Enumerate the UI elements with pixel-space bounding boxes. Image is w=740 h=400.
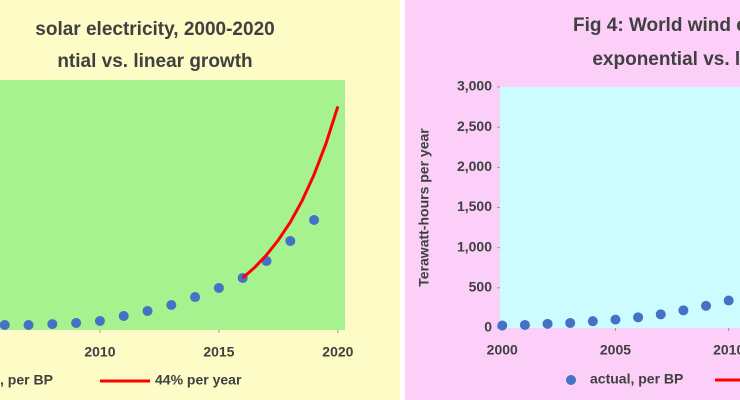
y-tick-label: 1,500 <box>457 198 492 214</box>
legend-label: actual, per BP <box>590 371 683 387</box>
x-tick-label: 2000 <box>487 342 518 358</box>
chart-title: solar electricity, 2000-2020 <box>35 19 274 40</box>
x-tick-label: 2010 <box>713 342 740 358</box>
data-point <box>23 320 34 330</box>
panel-gap <box>400 0 405 400</box>
x-tick-label: 2015 <box>203 344 234 360</box>
data-point <box>542 318 553 329</box>
y-tick-label: 0 <box>484 319 492 335</box>
y-tick-label: 1,000 <box>457 238 492 254</box>
x-tick-label: 2005 <box>600 342 631 358</box>
chart-title: exponential vs. line <box>592 49 740 70</box>
data-point <box>94 315 105 326</box>
left-plot-area <box>0 80 345 330</box>
data-point <box>47 319 58 330</box>
data-point <box>190 292 201 303</box>
right-plot-area <box>500 87 740 328</box>
data-point <box>118 310 129 321</box>
y-tick-label: 500 <box>469 279 493 295</box>
y-tick-label: 3,000 <box>457 78 492 94</box>
y-axis-title: Terawatt-hours per year <box>416 128 432 287</box>
legend-marker <box>566 375 576 385</box>
data-point <box>633 312 644 323</box>
data-point <box>519 319 530 330</box>
legend-label: 44% per year <box>155 372 242 388</box>
data-point <box>285 235 296 246</box>
data-point <box>701 300 712 311</box>
data-point <box>610 314 621 325</box>
data-point <box>587 316 598 327</box>
data-point <box>678 305 689 316</box>
data-point <box>166 300 177 310</box>
chart-title: Fig 4: World wind electr <box>573 15 740 36</box>
chart-title: ntial vs. linear growth <box>57 51 252 72</box>
data-point <box>655 309 666 320</box>
x-tick-label: 2020 <box>322 344 353 360</box>
y-tick-label: 2,000 <box>457 158 492 174</box>
data-point <box>71 317 82 328</box>
legend-label: , per BP <box>0 372 53 388</box>
x-tick-label: 2010 <box>84 344 115 360</box>
data-point <box>309 215 320 225</box>
data-point <box>497 320 508 331</box>
data-point <box>723 295 734 306</box>
data-point <box>0 320 10 330</box>
data-point <box>565 317 576 328</box>
data-point <box>142 305 153 316</box>
data-point <box>213 282 224 293</box>
y-tick-label: 2,500 <box>457 118 492 134</box>
data-line <box>241 105 340 280</box>
